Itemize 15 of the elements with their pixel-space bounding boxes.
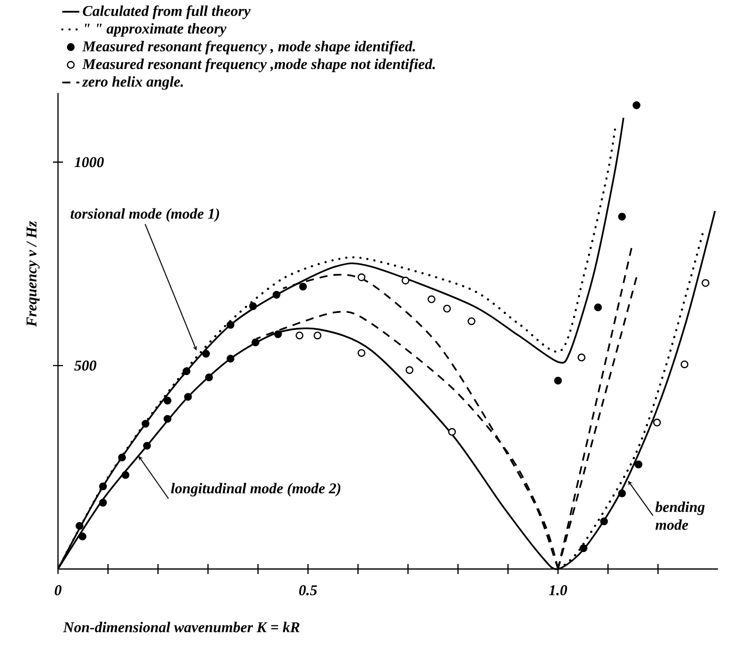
x-tick-label: 1.0 — [549, 585, 568, 596]
legend-label: Measured resonant frequency , mode shape identified. — [82, 40, 415, 54]
x-tick-label: 0 — [54, 585, 62, 596]
legend-label: zero helix angle. — [82, 76, 183, 90]
y-tick-label: 1000 — [74, 157, 104, 168]
x-tick-label: 0.5 — [299, 585, 317, 596]
annotation: torsional mode (mode 1) — [70, 208, 220, 222]
y-axis-title: Frequency ν / Hz — [26, 221, 40, 327]
legend-label: Calculated from full theory — [82, 5, 251, 20]
annotation: longitudinal mode (mode 2) — [171, 482, 340, 496]
legend-label: " " approximate theory — [85, 23, 226, 37]
y-tick-label: 500 — [74, 360, 96, 371]
annotation: bending mode — [655, 501, 705, 530]
legend-label: Measured resonant frequency ,mode shape not identified. — [82, 58, 435, 72]
x-axis-title: Non-dimensional wavenumber K = kR — [63, 622, 300, 632]
